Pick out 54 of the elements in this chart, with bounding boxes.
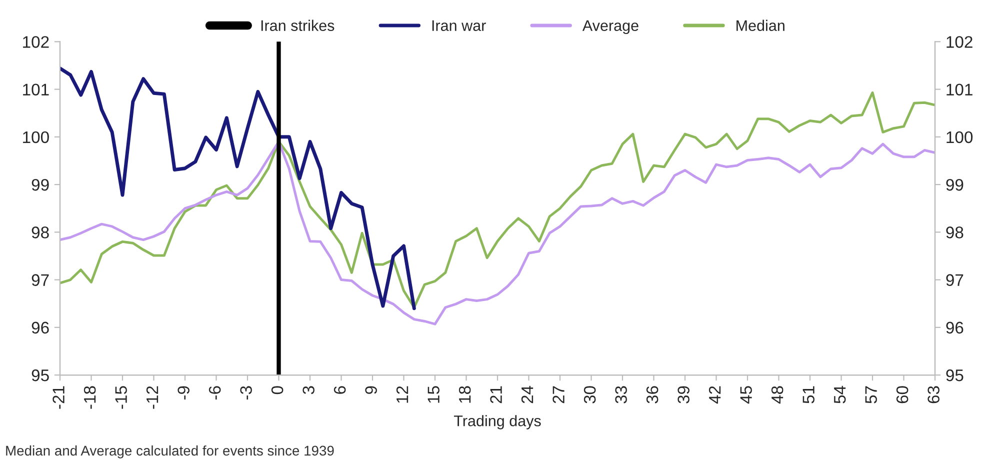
x-tick-label: 21	[490, 386, 502, 404]
y2-tick-label: 101	[946, 84, 972, 96]
y-tick-label: 96	[32, 322, 49, 334]
y-tick-label: 99	[32, 178, 49, 191]
x-tick-label: 24	[521, 386, 534, 404]
x-tick-label: -9	[178, 386, 190, 400]
y-tick-label: 95	[32, 369, 49, 382]
x-tick-label: 0	[271, 386, 284, 394]
x-tick-label: 36	[646, 386, 658, 404]
legend-label: Iran strikes	[261, 20, 334, 32]
x-tick-label: 30	[584, 386, 596, 404]
y2-tick-label: 102	[946, 36, 972, 48]
x-tick-label: -3	[240, 386, 252, 400]
x-tick-label: 18	[458, 386, 471, 403]
x-tick-label: -15	[115, 386, 127, 409]
y2-tick-label: 96	[946, 322, 964, 334]
x-tick-label: 51	[802, 386, 814, 404]
x-tick-label: 63	[928, 386, 940, 404]
x-tick-label: -12	[146, 386, 158, 409]
y-tick-label: 101	[23, 84, 49, 96]
x-tick-label: 33	[615, 386, 627, 404]
x-tick-label: 3	[302, 386, 314, 394]
x-axis-title: Trading days	[454, 415, 541, 430]
legend-label: Average	[582, 20, 638, 34]
x-tick-label: -18	[84, 386, 96, 409]
y-tick-label: 102	[23, 36, 49, 48]
y2-tick-label: 99	[946, 178, 964, 191]
x-tick-label: 60	[896, 386, 908, 404]
line-series	[60, 140, 935, 326]
y-tick-label: 97	[32, 274, 49, 286]
legend-label: Iran war	[432, 20, 486, 32]
text: Median and Average calculated for events since 1939	[6, 445, 334, 458]
y2-tick-label: 100	[946, 131, 973, 144]
x-tick-label: -6	[208, 386, 221, 400]
x-tick-label: 42	[708, 386, 721, 404]
y2-tick-label: 98	[946, 226, 964, 238]
y2-tick-label: 95	[946, 369, 964, 382]
line-series	[60, 91, 935, 309]
x-tick-label: 6	[334, 386, 346, 394]
x-tick-label: 12	[396, 386, 408, 403]
y-tick-label: 100	[23, 131, 49, 144]
legend-label: Median	[736, 20, 784, 32]
x-tick-label: 45	[740, 386, 752, 404]
x-tick-label: -21	[52, 386, 64, 409]
line-series	[60, 66, 416, 310]
x-tick-label: 27	[552, 386, 564, 404]
x-tick-label: 48	[771, 386, 784, 404]
x-tick-label: 9	[365, 386, 377, 394]
x-tick-label: 39	[678, 386, 690, 404]
y2-tick-label: 97	[946, 274, 964, 286]
y-tick-label: 98	[32, 226, 49, 238]
x-tick-label: 54	[834, 386, 846, 404]
x-tick-label: 15	[428, 386, 440, 403]
x-tick-label: 57	[865, 386, 877, 404]
